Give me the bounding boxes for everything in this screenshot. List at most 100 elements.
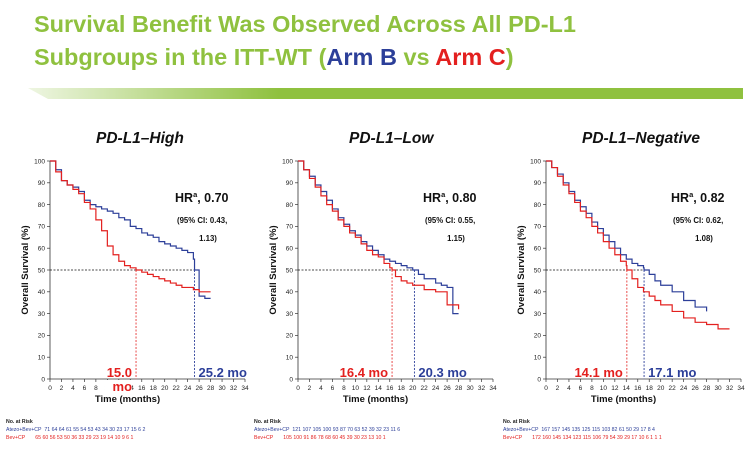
survival-curve-arm-b <box>298 160 459 315</box>
hr-superscript: a <box>193 190 198 199</box>
risk-row-values: 71 64 64 61 55 54 53 43 34 30 23 17 15 6… <box>44 427 146 433</box>
x-tick-label: 26 <box>444 385 452 392</box>
x-tick-label: 8 <box>94 385 98 392</box>
median-label-arm-b: 20.3 mo <box>418 365 466 380</box>
risk-row-label: Bev+CP <box>254 435 274 441</box>
survival-curve-arm-c <box>546 160 730 330</box>
x-tick-label: 0 <box>48 385 52 392</box>
y-tick-label: 30 <box>286 311 294 318</box>
hazard-ratio: HRa, 0.80 <box>423 190 477 205</box>
x-tick-label: 22 <box>173 385 181 392</box>
hr-superscript: a <box>441 190 446 199</box>
ci-text: 1.08) <box>695 234 713 243</box>
y-tick-label: 0 <box>537 376 541 383</box>
hr-label: HR <box>175 191 193 205</box>
x-axis-title: Time (months) <box>343 394 408 405</box>
y-tick-label: 40 <box>534 289 542 296</box>
ci-text: 1.15) <box>447 234 465 243</box>
slide-title-line2: Subgroups in the ITT-WT (Arm B vs Arm C) <box>34 41 734 74</box>
ci-text: (95% CI: 0.43, <box>177 216 227 225</box>
risk-row-arm-b: Atezo+Bev+CP 71 64 64 61 55 54 53 43 34 … <box>6 426 145 434</box>
x-tick-label: 30 <box>466 385 474 392</box>
risk-row-arm-c: Bev+CP 172 160 145 134 123 115 106 79 54… <box>503 434 662 442</box>
x-tick-label: 12 <box>611 385 619 392</box>
risk-table-high: No. at Risk Atezo+Bev+CP 71 64 64 61 55 … <box>6 418 145 442</box>
survival-curve-arm-b <box>50 160 211 299</box>
x-tick-label: 20 <box>161 385 169 392</box>
risk-row-arm-b: Atezo+Bev+CP 121 107 105 100 93 87 70 63… <box>254 426 400 434</box>
ci-text: (95% CI: 0.55, <box>425 216 475 225</box>
risk-row-values: 121 107 105 100 93 87 70 63 52 39 32 23 … <box>292 427 401 433</box>
y-axis-title: Overall Survival (%) <box>516 225 527 314</box>
title-vs: vs <box>396 44 436 70</box>
risk-header: No. at Risk <box>6 419 33 425</box>
hazard-ratio: HRa, 0.70 <box>175 190 229 205</box>
hr-value: , 0.70 <box>197 191 228 205</box>
median-label-arm-c: 15.0 <box>107 365 132 380</box>
x-tick-label: 16 <box>138 385 146 392</box>
panel-title-high: PD-L1–High <box>96 130 184 147</box>
y-tick-label: 100 <box>282 158 293 165</box>
risk-header: No. at Risk <box>254 419 281 425</box>
x-tick-label: 32 <box>478 385 486 392</box>
y-tick-label: 20 <box>38 333 46 340</box>
title-prefix: Subgroups in the ITT-WT ( <box>34 44 327 70</box>
risk-table-low: No. at Risk Atezo+Bev+CP 121 107 105 100… <box>254 418 400 442</box>
x-tick-label: 24 <box>432 385 440 392</box>
y-tick-label: 100 <box>530 158 541 165</box>
risk-row-label: Atezo+Bev+CP <box>254 427 290 433</box>
x-tick-label: 18 <box>398 385 406 392</box>
hr-value: , 0.82 <box>693 191 724 205</box>
hazard-ratio: HRa, 0.82 <box>671 190 725 205</box>
x-tick-label: 18 <box>646 385 654 392</box>
y-tick-label: 50 <box>286 267 294 274</box>
x-tick-label: 24 <box>680 385 688 392</box>
x-tick-label: 34 <box>737 385 745 392</box>
x-tick-label: 14 <box>623 385 631 392</box>
x-tick-label: 4 <box>71 385 75 392</box>
y-tick-label: 100 <box>34 158 45 165</box>
survival-curve-arm-b <box>546 160 708 312</box>
hr-value: , 0.80 <box>445 191 476 205</box>
risk-row-arm-c: Bev+CP 105 100 91 86 78 68 60 45 39 30 2… <box>254 434 400 442</box>
hr-label: HR <box>423 191 441 205</box>
x-tick-label: 28 <box>455 385 463 392</box>
x-tick-label: 30 <box>218 385 226 392</box>
title-divider-bar <box>28 88 743 99</box>
x-tick-label: 0 <box>296 385 300 392</box>
x-tick-label: 6 <box>579 385 583 392</box>
y-tick-label: 70 <box>38 224 46 231</box>
y-tick-label: 60 <box>286 246 294 253</box>
y-tick-label: 0 <box>289 376 293 383</box>
median-label-arm-c-line2: mo <box>113 379 133 394</box>
x-tick-label: 32 <box>726 385 734 392</box>
x-tick-label: 20 <box>409 385 417 392</box>
y-tick-label: 50 <box>38 267 46 274</box>
hr-superscript: a <box>689 190 694 199</box>
label-backdrop <box>104 380 133 392</box>
ci-text: 1.13) <box>199 234 217 243</box>
median-label-arm-b: 17.1 mo <box>648 365 696 380</box>
risk-row-label: Bev+CP <box>6 435 26 441</box>
title-suffix: ) <box>505 44 514 70</box>
survival-curve-arm-c <box>50 160 211 293</box>
arm-c-label: Arm C <box>435 44 506 70</box>
x-tick-label: 18 <box>150 385 158 392</box>
y-tick-label: 50 <box>534 267 542 274</box>
slide-title-line1: Survival Benefit Was Observed Across All… <box>34 11 576 37</box>
x-tick-label: 26 <box>692 385 700 392</box>
x-tick-label: 4 <box>567 385 571 392</box>
survival-curve-arm-c <box>298 160 460 310</box>
x-tick-label: 12 <box>363 385 371 392</box>
slide-title: Survival Benefit Was Observed Across All… <box>34 8 734 74</box>
x-tick-label: 4 <box>319 385 323 392</box>
y-tick-label: 30 <box>38 311 46 318</box>
arm-b-label: Arm B <box>326 44 397 70</box>
x-tick-label: 14 <box>375 385 383 392</box>
y-tick-label: 70 <box>286 224 294 231</box>
risk-row-values: 167 157 145 135 125 115 103 82 61 50 29 … <box>541 427 655 433</box>
x-tick-label: 0 <box>544 385 548 392</box>
x-tick-label: 2 <box>60 385 64 392</box>
x-axis-title: Time (months) <box>95 394 160 405</box>
